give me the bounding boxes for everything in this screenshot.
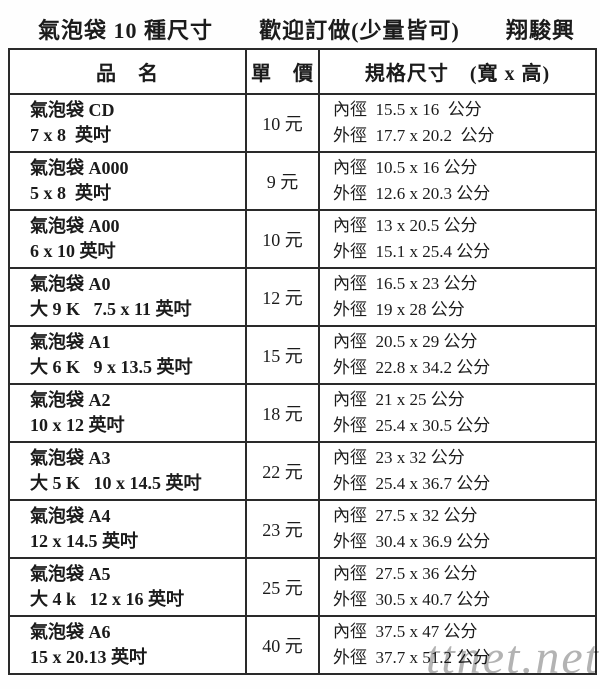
table-row: 氣泡袋 A000 5 x 8 英吋 9 元 內徑 10.5 x 16 公分 外徑… (8, 151, 597, 211)
unit-price: 40 元 (245, 615, 320, 675)
spec-size-cell: 內徑 37.5 x 47 公分 外徑 37.7 x 51.2 公分 (318, 615, 597, 675)
outer-dimension: 外徑 19 x 28 公分 (333, 300, 465, 319)
table-row: 氣泡袋 A3 大 5 K 10 x 14.5 英吋 22 元 內徑 23 x 3… (8, 441, 597, 501)
table-row: 氣泡袋 CD 7 x 8 英吋 10 元 內徑 15.5 x 16 公分 外徑 … (8, 93, 597, 153)
inner-dimension: 內徑 21 x 25 公分 (333, 390, 465, 409)
title-company-name: 翔駿興 (505, 18, 575, 43)
inner-dimension: 內徑 13 x 20.5 公分 (333, 216, 478, 235)
outer-dimension: 外徑 25.4 x 30.5 公分 (333, 416, 491, 435)
unit-price: 12 元 (245, 267, 320, 327)
product-name: 氣泡袋 A5 (30, 564, 111, 584)
unit-price: 9 元 (245, 151, 320, 211)
product-name-cell: 氣泡袋 A3 大 5 K 10 x 14.5 英吋 (8, 441, 247, 501)
product-size-inches: 5 x 8 英吋 (30, 183, 111, 203)
column-header-spec-size: 規格尺寸 (寬 x 高) (318, 48, 597, 95)
outer-dimension: 外徑 22.8 x 34.2 公分 (333, 358, 491, 377)
table-row: 氣泡袋 A0 大 9 K 7.5 x 11 英吋 12 元 內徑 16.5 x … (8, 267, 597, 327)
product-size-inches: 10 x 12 英吋 (30, 415, 125, 435)
product-name-cell: 氣泡袋 A00 6 x 10 英吋 (8, 209, 247, 269)
table-body: 氣泡袋 CD 7 x 8 英吋 10 元 內徑 15.5 x 16 公分 外徑 … (8, 93, 597, 675)
outer-dimension: 外徑 17.7 x 20.2 公分 (333, 126, 495, 145)
outer-dimension: 外徑 30.4 x 36.9 公分 (333, 532, 491, 551)
spec-size-cell: 內徑 16.5 x 23 公分 外徑 19 x 28 公分 (318, 267, 597, 327)
outer-dimension: 外徑 30.5 x 40.7 公分 (333, 590, 491, 609)
product-name-cell: 氣泡袋 CD 7 x 8 英吋 (8, 93, 247, 153)
product-size-inches: 15 x 20.13 英吋 (30, 647, 147, 667)
table-row: 氣泡袋 A00 6 x 10 英吋 10 元 內徑 13 x 20.5 公分 外… (8, 209, 597, 269)
unit-price: 18 元 (245, 383, 320, 443)
inner-dimension: 內徑 15.5 x 16 公分 (333, 100, 482, 119)
product-name: 氣泡袋 A00 (30, 216, 120, 236)
product-size-inches: 大 9 K 7.5 x 11 英吋 (30, 299, 192, 319)
product-size-inches: 大 6 K 9 x 13.5 英吋 (30, 357, 193, 377)
table-row: 氣泡袋 A2 10 x 12 英吋 18 元 內徑 21 x 25 公分 外徑 … (8, 383, 597, 443)
product-name-cell: 氣泡袋 A1 大 6 K 9 x 13.5 英吋 (8, 325, 247, 385)
inner-dimension: 內徑 10.5 x 16 公分 (333, 158, 478, 177)
unit-price: 15 元 (245, 325, 320, 385)
page-title: 氣泡袋 10 種尺寸 歡迎訂做(少量皆可) 翔駿興 (0, 0, 600, 48)
table-row: 氣泡袋 A4 12 x 14.5 英吋 23 元 內徑 27.5 x 32 公分… (8, 499, 597, 559)
outer-dimension: 外徑 12.6 x 20.3 公分 (333, 184, 491, 203)
unit-price: 23 元 (245, 499, 320, 559)
product-size-inches: 7 x 8 英吋 (30, 125, 111, 145)
table-row: 氣泡袋 A1 大 6 K 9 x 13.5 英吋 15 元 內徑 20.5 x … (8, 325, 597, 385)
product-name-cell: 氣泡袋 A4 12 x 14.5 英吋 (8, 499, 247, 559)
product-name-cell: 氣泡袋 A0 大 9 K 7.5 x 11 英吋 (8, 267, 247, 327)
unit-price: 10 元 (245, 209, 320, 269)
title-custom-order-note: 歡迎訂做(少量皆可) (259, 18, 460, 43)
spec-size-cell: 內徑 20.5 x 29 公分 外徑 22.8 x 34.2 公分 (318, 325, 597, 385)
bubble-bag-price-table: 品 名 單 價 規格尺寸 (寬 x 高) 氣泡袋 CD 7 x 8 英吋 10 … (8, 48, 597, 675)
product-name: 氣泡袋 CD (30, 100, 115, 120)
table-row: 氣泡袋 A5 大 4 k 12 x 16 英吋 25 元 內徑 27.5 x 3… (8, 557, 597, 617)
spec-size-cell: 內徑 15.5 x 16 公分 外徑 17.7 x 20.2 公分 (318, 93, 597, 153)
spec-size-cell: 內徑 27.5 x 36 公分 外徑 30.5 x 40.7 公分 (318, 557, 597, 617)
inner-dimension: 內徑 37.5 x 47 公分 (333, 622, 478, 641)
product-size-inches: 大 4 k 12 x 16 英吋 (30, 589, 185, 609)
inner-dimension: 內徑 27.5 x 32 公分 (333, 506, 478, 525)
product-name: 氣泡袋 A3 (30, 448, 111, 468)
unit-price: 22 元 (245, 441, 320, 501)
product-name-cell: 氣泡袋 A6 15 x 20.13 英吋 (8, 615, 247, 675)
column-header-unit-price: 單 價 (245, 48, 320, 95)
unit-price: 10 元 (245, 93, 320, 153)
product-name: 氣泡袋 A000 (30, 158, 129, 178)
spec-size-cell: 內徑 21 x 25 公分 外徑 25.4 x 30.5 公分 (318, 383, 597, 443)
inner-dimension: 內徑 20.5 x 29 公分 (333, 332, 478, 351)
spec-size-cell: 內徑 10.5 x 16 公分 外徑 12.6 x 20.3 公分 (318, 151, 597, 211)
product-name: 氣泡袋 A0 (30, 274, 111, 294)
product-size-inches: 大 5 K 10 x 14.5 英吋 (30, 473, 202, 493)
product-name-cell: 氣泡袋 A000 5 x 8 英吋 (8, 151, 247, 211)
product-name-cell: 氣泡袋 A5 大 4 k 12 x 16 英吋 (8, 557, 247, 617)
product-name: 氣泡袋 A2 (30, 390, 111, 410)
product-size-inches: 12 x 14.5 英吋 (30, 531, 138, 551)
inner-dimension: 內徑 16.5 x 23 公分 (333, 274, 478, 293)
outer-dimension: 外徑 25.4 x 36.7 公分 (333, 474, 491, 493)
table-header-row: 品 名 單 價 規格尺寸 (寬 x 高) (8, 48, 597, 95)
column-header-product-name: 品 名 (8, 48, 247, 95)
unit-price: 25 元 (245, 557, 320, 617)
title-product-count: 氣泡袋 10 種尺寸 (38, 18, 214, 43)
table-row: 氣泡袋 A6 15 x 20.13 英吋 40 元 內徑 37.5 x 47 公… (8, 615, 597, 675)
outer-dimension: 外徑 15.1 x 25.4 公分 (333, 242, 491, 261)
product-name: 氣泡袋 A4 (30, 506, 111, 526)
inner-dimension: 內徑 23 x 32 公分 (333, 448, 465, 467)
spec-size-cell: 內徑 27.5 x 32 公分 外徑 30.4 x 36.9 公分 (318, 499, 597, 559)
spec-size-cell: 內徑 13 x 20.5 公分 外徑 15.1 x 25.4 公分 (318, 209, 597, 269)
product-name: 氣泡袋 A6 (30, 622, 111, 642)
product-name-cell: 氣泡袋 A2 10 x 12 英吋 (8, 383, 247, 443)
inner-dimension: 內徑 27.5 x 36 公分 (333, 564, 478, 583)
product-name: 氣泡袋 A1 (30, 332, 111, 352)
product-size-inches: 6 x 10 英吋 (30, 241, 116, 261)
outer-dimension: 外徑 37.7 x 51.2 公分 (333, 648, 491, 667)
spec-size-cell: 內徑 23 x 32 公分 外徑 25.4 x 36.7 公分 (318, 441, 597, 501)
